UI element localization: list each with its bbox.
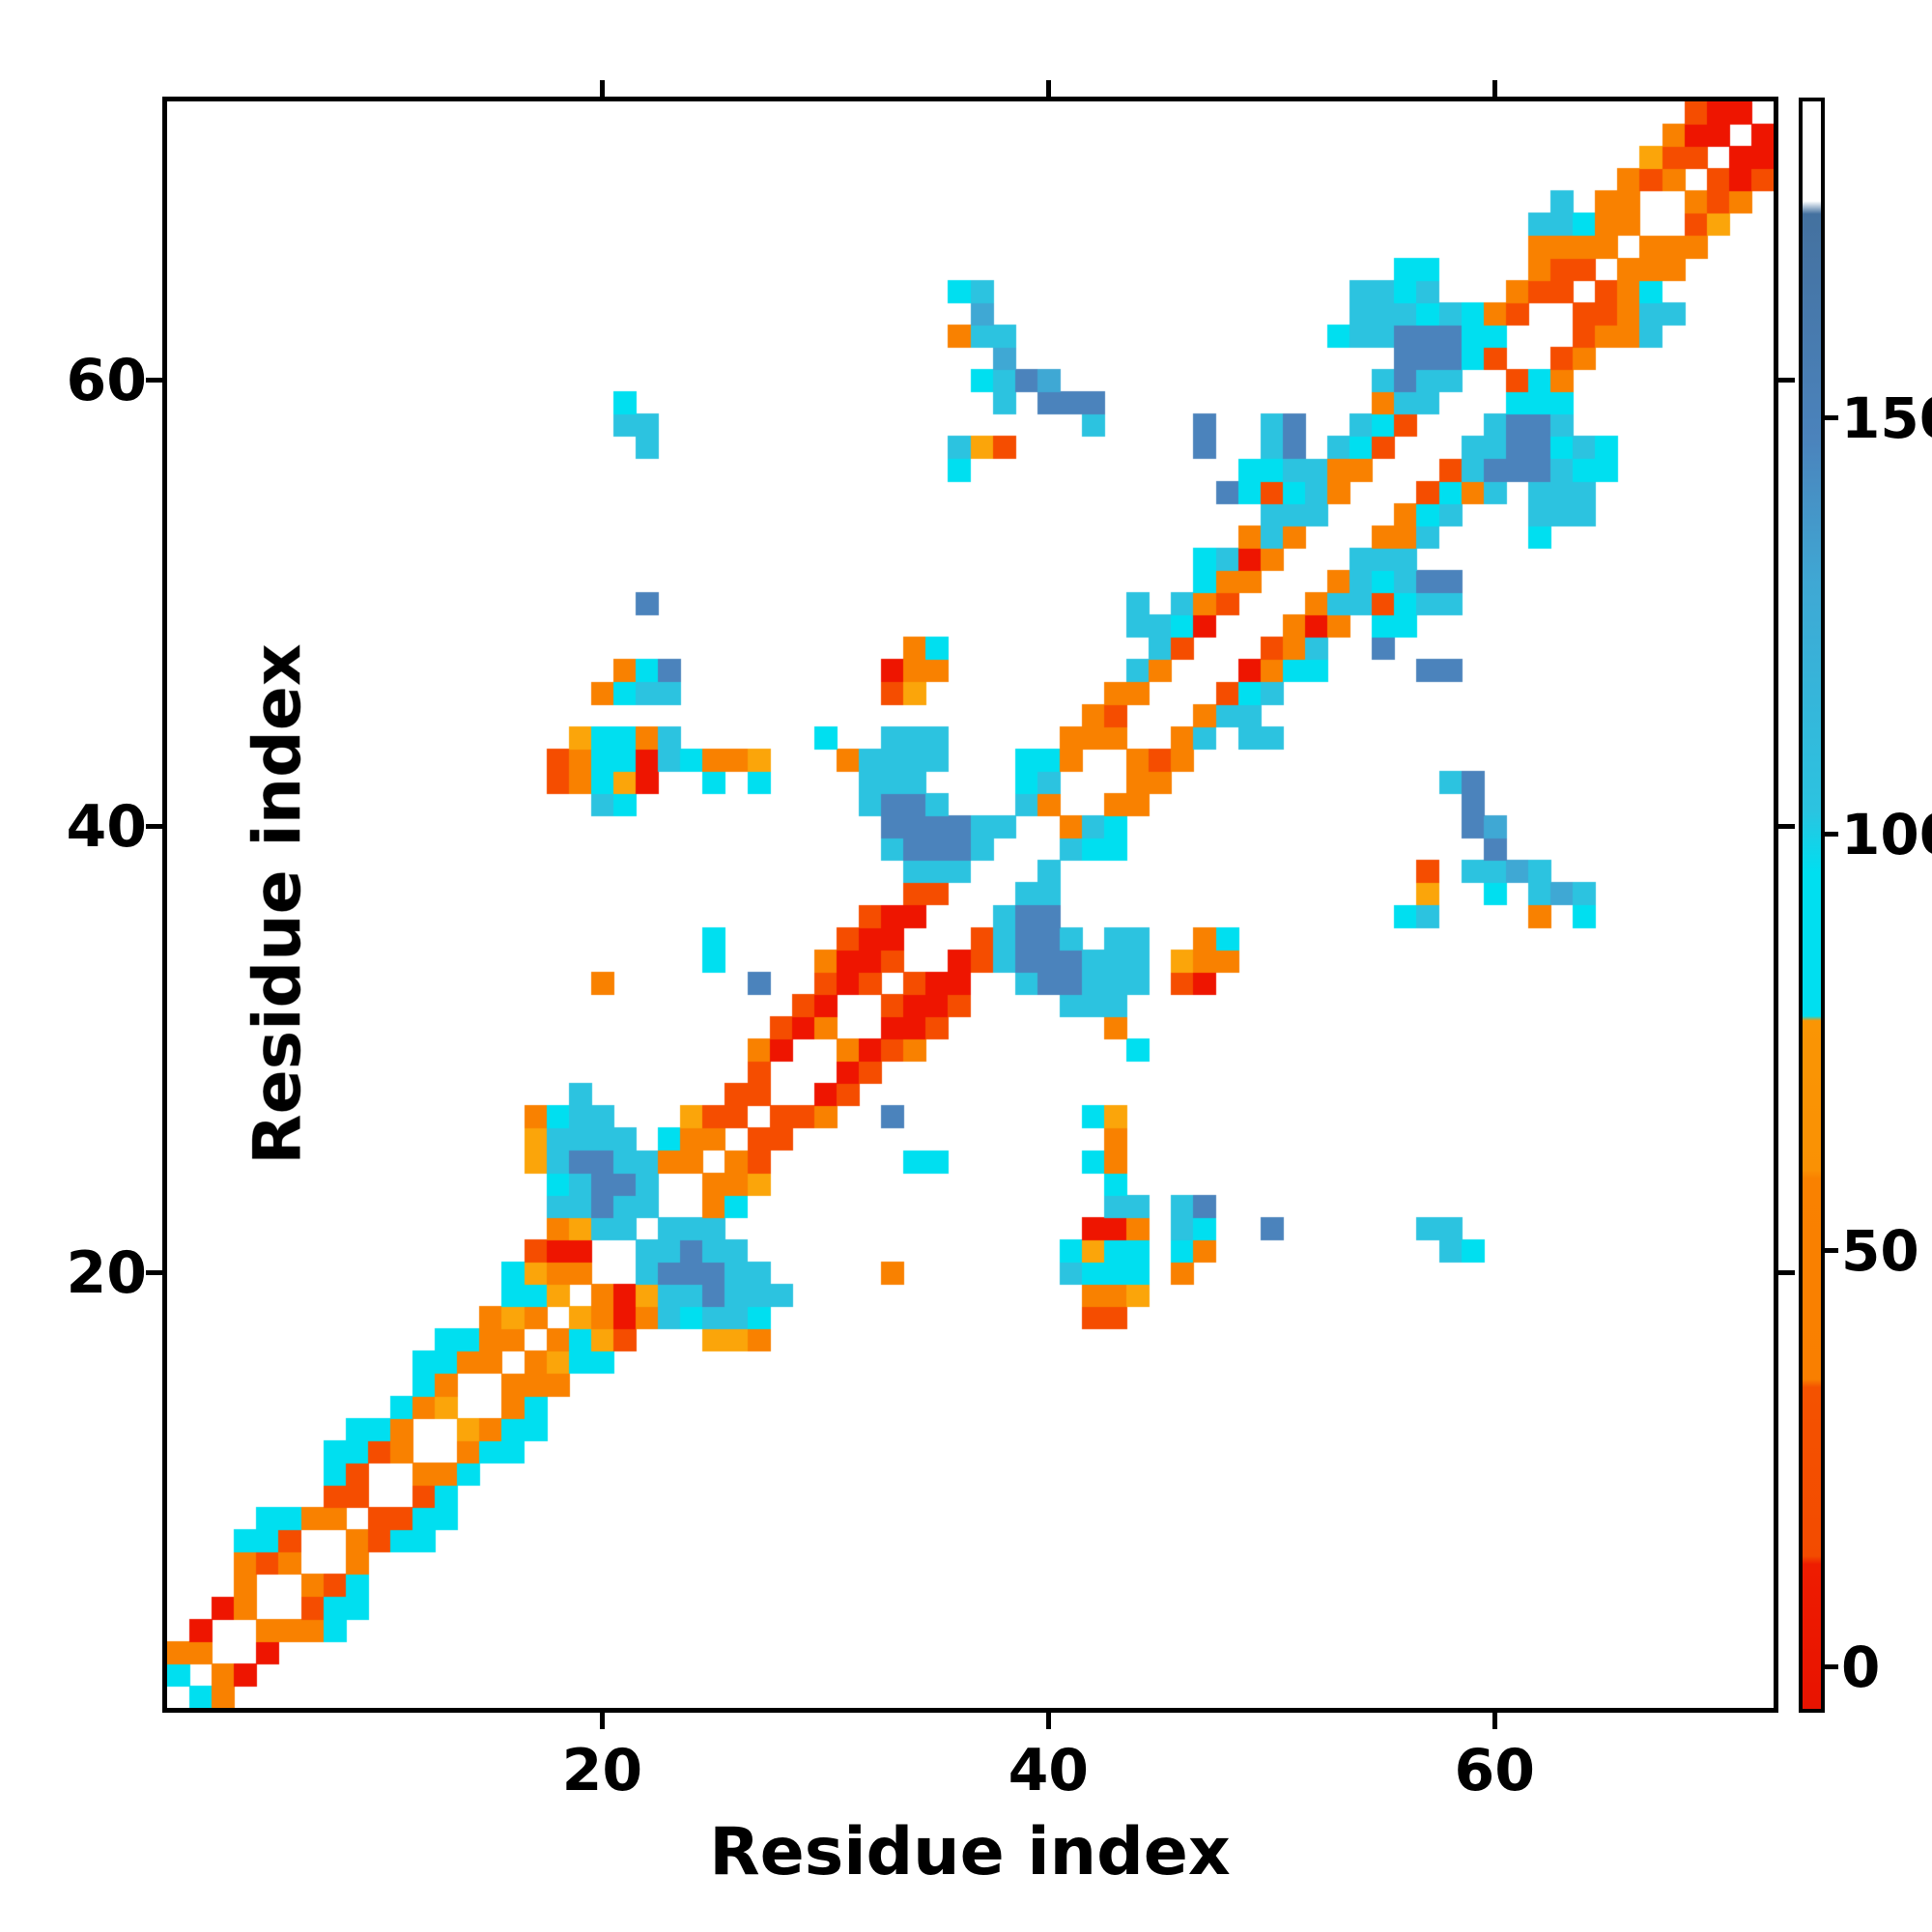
x-tick-label: 20: [561, 1737, 643, 1804]
y-tick-mark-right: [1778, 824, 1795, 830]
colorbar-tick-label: 100: [1841, 801, 1932, 867]
x-tick-mark-top: [1492, 80, 1497, 97]
x-tick-mark: [599, 1713, 605, 1729]
y-tick-mark-right: [1778, 1270, 1795, 1276]
colorbar-tick-mark: [1825, 1248, 1838, 1254]
colorbar: [1799, 98, 1825, 1713]
x-tick-mark: [1492, 1713, 1497, 1729]
y-tick-label: 20: [66, 1238, 148, 1307]
heatmap-plot-area: [162, 97, 1778, 1713]
y-tick-mark: [146, 1270, 162, 1276]
x-tick-label: 60: [1454, 1737, 1536, 1804]
colorbar-tick-mark: [1825, 1664, 1838, 1670]
colorbar-tick-label: 0: [1841, 1634, 1881, 1700]
y-axis-title: Residue index: [240, 643, 317, 1165]
y-tick-mark: [146, 824, 162, 830]
x-tick-mark-top: [599, 80, 605, 97]
colorbar-tick-mark: [1825, 415, 1838, 421]
x-axis-title: Residue index: [709, 1814, 1231, 1890]
x-tick-mark: [1045, 1713, 1051, 1729]
x-tick-mark-top: [1045, 80, 1051, 97]
colorbar-tick-label: 150: [1841, 384, 1932, 451]
y-tick-label: 40: [66, 792, 148, 861]
y-tick-mark-right: [1778, 378, 1795, 384]
heatmap-canvas: [167, 101, 1774, 1708]
colorbar-tick-mark: [1825, 832, 1838, 838]
y-tick-mark: [146, 378, 162, 384]
x-tick-label: 40: [1008, 1737, 1090, 1804]
y-tick-label: 60: [66, 346, 148, 414]
colorbar-tick-label: 50: [1841, 1217, 1919, 1284]
